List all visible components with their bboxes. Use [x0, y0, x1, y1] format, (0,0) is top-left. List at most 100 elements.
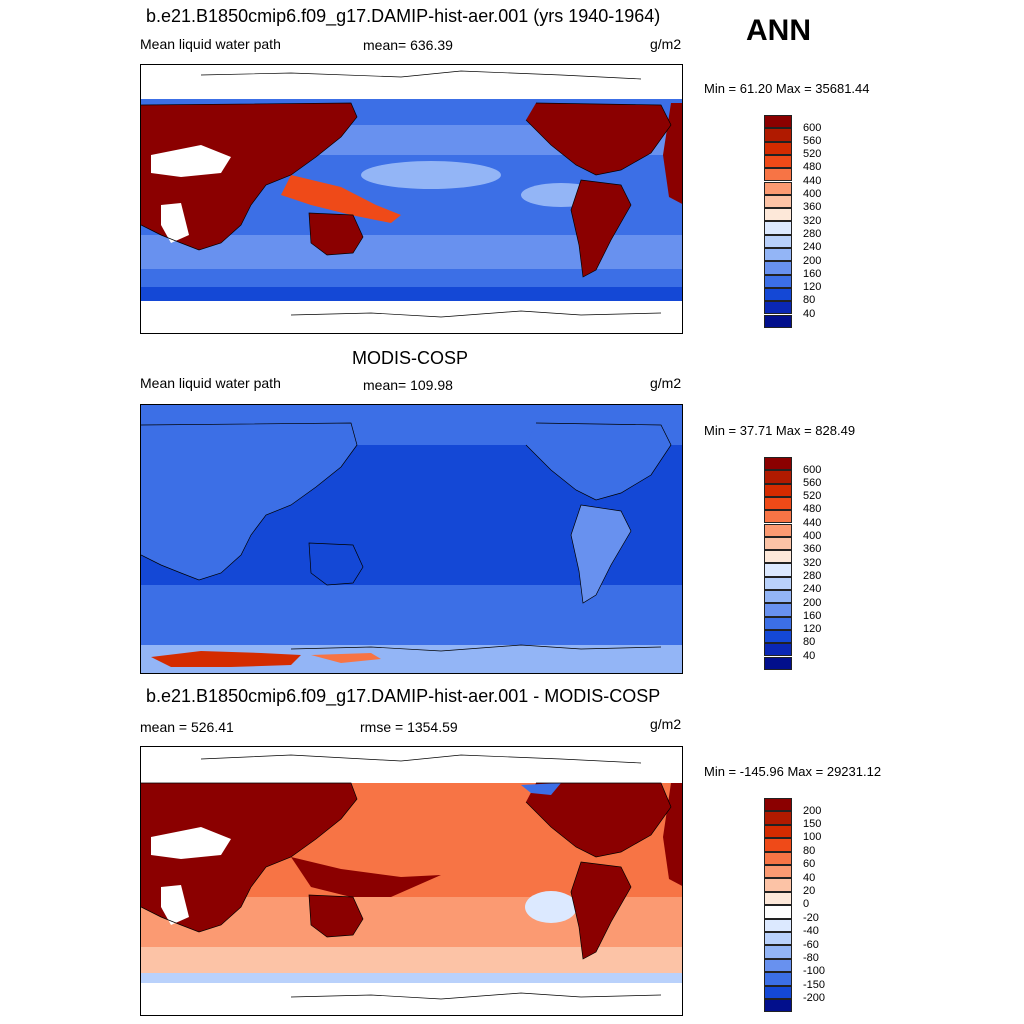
panel-3-colorbar-tick: 40: [803, 871, 816, 884]
panel-1-colorbar-swatch: [764, 168, 792, 182]
panel-2-colorbar-swatch: [764, 550, 792, 564]
panel-1-colorbar-tick: 320: [803, 214, 822, 227]
panel-3-colorbar-swatch: [764, 985, 792, 999]
panel-1-colorbar-swatch: [764, 115, 792, 129]
panel-3-colorbar-swatch: [764, 798, 792, 812]
panel-2-colorbar-tick: 320: [803, 556, 822, 569]
panel-3-colorbar-tick: -200: [803, 992, 826, 1005]
panel-1-colorbar-tick: 480: [803, 161, 822, 174]
panel-3-colorbar-tick: 20: [803, 885, 816, 897]
panel-1-units: g/m2: [650, 36, 682, 52]
panel-2-colorbar-tick: 560: [803, 476, 822, 489]
panel-3-colorbar-tick: -40: [803, 925, 819, 938]
season-label: ANN: [746, 14, 811, 47]
panel-1-colorbar-tick: 400: [803, 188, 822, 200]
panel-3-units: g/m2: [650, 716, 682, 732]
panel-3-colorbar-tick: -150: [803, 978, 826, 991]
panel-3-colorbar-tick: -100: [803, 965, 826, 978]
panel-2-colorbar-tick: 80: [803, 636, 816, 649]
panel-3-colorbar-swatch: [764, 958, 792, 973]
panel-3-colorbar-swatch: [764, 891, 792, 906]
panel-1-colorbar-tick: 40: [803, 307, 816, 320]
panel-2-colorbar-tick: 40: [803, 649, 816, 662]
panel-1-colorbar-tick: 160: [803, 267, 822, 280]
panel-1-colorbar-tick: 240: [803, 241, 822, 254]
panel-2-colorbar-tick: 480: [803, 503, 822, 516]
panel-1-colorbar-swatch: [764, 287, 792, 302]
panel-1-colorbar-swatch: [764, 234, 792, 248]
panel-3-colorbar-swatch: [764, 918, 792, 932]
panel-2-colorbar-swatch: [764, 629, 792, 644]
panel-2-colorbar-swatch: [764, 616, 792, 630]
panel-3-colorbar-swatch: [764, 999, 792, 1013]
panel-1-variable-label: Mean liquid water path: [140, 36, 281, 52]
panel-1-colorbar-swatch: [764, 128, 792, 142]
panel-1-colorbar-swatch: [764, 154, 792, 169]
panel-1-colorbar-swatch: [764, 301, 792, 315]
panel-2-variable-label: Mean liquid water path: [140, 375, 281, 391]
panel-2-colorbar-swatch: [764, 576, 792, 590]
panel-1-colorbar-tick: 200: [803, 254, 822, 267]
panel-3-colorbar-swatch: [764, 824, 792, 839]
panel-3-colorbar-swatch: [764, 865, 792, 879]
panel-3-colorbar-tick: -20: [803, 911, 819, 924]
panel-2-colorbar-swatch: [764, 496, 792, 511]
panel-1-minmax: Min = 61.20 Max = 35681.44: [704, 81, 870, 96]
panel-1-colorbar-tick: 360: [803, 201, 822, 214]
panel-1-colorbar-tick: 440: [803, 174, 822, 187]
panel-1-colorbar-swatch: [764, 314, 792, 328]
panel-3-colorbar-swatch: [764, 878, 792, 892]
panel-3-colorbar-tick: 150: [803, 818, 822, 830]
panel-1-colorbar-swatch: [764, 261, 792, 275]
panel-3-colorbar-swatch: [764, 945, 792, 959]
panel-3-title: b.e21.B1850cmip6.f09_g17.DAMIP-hist-aer.…: [146, 686, 661, 706]
panel-1-colorbar-tick: 80: [803, 294, 816, 307]
panel-2-units: g/m2: [650, 375, 682, 391]
panel-3-colorbar-tick: 0: [803, 898, 810, 911]
panel-2-colorbar-tick: 120: [803, 623, 822, 636]
panel-2-colorbar-swatch: [764, 603, 792, 617]
panel-1-colorbar-tick: 120: [803, 281, 822, 294]
panel-2-colorbar-swatch: [764, 510, 792, 524]
panel-1-mean-label: mean= 636.39: [363, 37, 453, 53]
panel-3-colorbar-tick: 200: [803, 804, 822, 817]
panel-3-colorbar-swatch: [764, 811, 792, 825]
panel-1-colorbar-tick: 520: [803, 148, 822, 161]
panel-2-colorbar-tick: 600: [803, 463, 822, 476]
panel-1-colorbar-swatch: [764, 181, 792, 195]
panel-2-colorbar-tick: 400: [803, 530, 822, 542]
panel-2-colorbar-swatch: [764, 656, 792, 670]
panel-2-colorbar-tick: 360: [803, 543, 822, 556]
panel-1-colorbar-tick: 280: [803, 227, 822, 240]
panel-1-colorbar-swatch: [764, 274, 792, 288]
panel-3-colorbar-tick: -80: [803, 952, 819, 964]
panel-3-minmax: Min = -145.96 Max = 29231.12: [704, 764, 882, 779]
panel-3-colorbar-swatch: [764, 851, 792, 865]
panel-3-colorbar-tick: -60: [803, 938, 819, 951]
panel-1-title: b.e21.B1850cmip6.f09_g17.DAMIP-hist-aer.…: [146, 6, 661, 26]
panel-2-minmax: Min = 37.71 Max = 828.49: [704, 423, 856, 438]
panel-1-colorbar-tick: 600: [803, 121, 822, 134]
panel-2-title: MODIS-COSP: [352, 348, 469, 368]
panel-2-colorbar-swatch: [764, 470, 792, 484]
panel-1-map: [140, 64, 683, 334]
panel-1-colorbar-swatch: [764, 194, 792, 209]
panel-3-mean-label: mean = 526.41: [140, 719, 234, 735]
panel-3-rmse-label: rmse = 1354.59: [360, 719, 458, 735]
panel-2-colorbar-swatch: [764, 643, 792, 657]
panel-3-colorbar-tick: 60: [803, 858, 816, 871]
panel-3-colorbar-swatch: [764, 972, 792, 986]
panel-2-colorbar-tick: 200: [803, 596, 822, 609]
panel-3-colorbar-tick: 100: [803, 831, 822, 844]
panel-2-colorbar-swatch: [764, 536, 792, 551]
panel-3-map: [140, 746, 683, 1016]
panel-1-colorbar-swatch: [764, 248, 792, 262]
panel-2-colorbar-tick: 440: [803, 516, 822, 529]
panel-2-colorbar-tick: 240: [803, 583, 822, 596]
panel-2-colorbar-swatch: [764, 563, 792, 577]
panel-2-colorbar-swatch: [764, 457, 792, 471]
panel-2-map: [140, 404, 683, 674]
panel-3-colorbar-tick: 80: [803, 844, 816, 857]
panel-1-colorbar-swatch: [764, 208, 792, 222]
panel-3-colorbar-swatch: [764, 932, 792, 946]
